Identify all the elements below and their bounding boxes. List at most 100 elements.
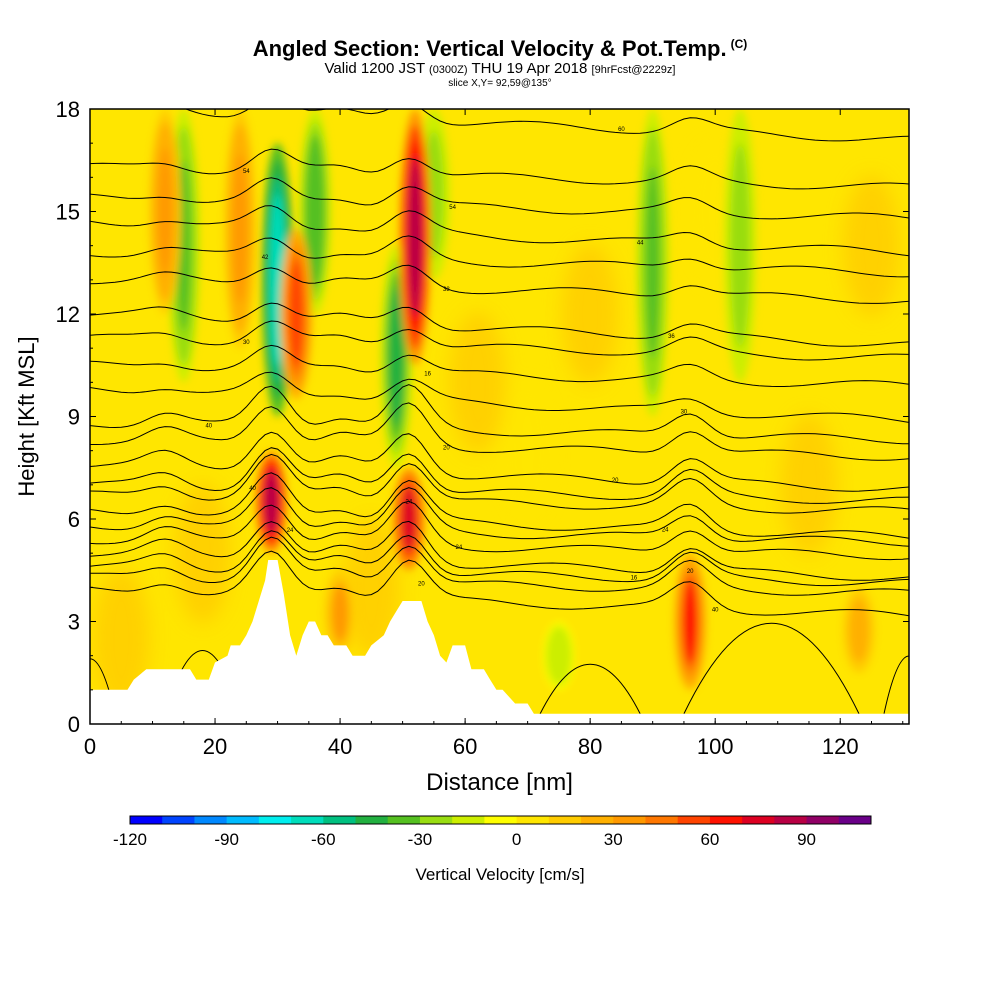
chart-title: Angled Section: Vertical Velocity & Pot.… <box>252 36 748 61</box>
x-tick-label: 60 <box>453 734 477 759</box>
x-tick-label: 40 <box>328 734 352 759</box>
isentrope-line <box>90 109 909 142</box>
x-axis-label: Distance [nm] <box>426 769 573 796</box>
contour-label: 40 <box>712 608 719 614</box>
plot-area: 60 54 54 44 42 38 36 30 16 30 40 20 20 40 24 24 24 24 20 16… <box>90 109 909 724</box>
colorbar-swatch <box>838 816 872 824</box>
colorbar-swatch <box>613 816 646 824</box>
isentrope-line <box>90 177 909 220</box>
contour-label: 24 <box>662 527 669 533</box>
contour-label: 20 <box>687 569 694 575</box>
isentrope-line <box>90 487 909 547</box>
isentrope-line <box>539 663 641 714</box>
isentrope-line <box>90 371 909 423</box>
contour-label: 20 <box>443 446 450 452</box>
colorbar-swatch <box>645 816 679 824</box>
updraft-cell <box>401 486 416 552</box>
downdraft-cell <box>733 160 748 332</box>
y-tick-label: 18 <box>56 97 80 122</box>
y-tick-label: 3 <box>68 610 80 635</box>
y-tick-label: 9 <box>68 405 80 430</box>
colorbar-swatch <box>806 816 840 824</box>
x-tick-label: 120 <box>822 734 859 759</box>
updraft-cell <box>264 469 279 534</box>
isentrope-line <box>90 302 909 347</box>
texture-blob <box>343 517 400 658</box>
contour-label: 30 <box>681 409 688 415</box>
isentrope-line <box>90 148 909 190</box>
colorbar-tick-label: -120 <box>113 830 147 849</box>
colorbar-tick-label: -30 <box>408 830 433 849</box>
colorbar-swatch <box>162 816 195 824</box>
updraft-cell <box>851 603 866 657</box>
colorbar-tick-label: 90 <box>797 830 816 849</box>
colorbar-tick-label: -60 <box>311 830 336 849</box>
colorbar-swatch <box>291 816 324 824</box>
colorbar-swatch <box>452 816 485 824</box>
contour-label: 42 <box>262 255 269 261</box>
colorbar-swatch <box>677 816 711 824</box>
isentrope-line <box>90 320 909 361</box>
colorbar-swatch <box>194 816 228 824</box>
texture-blob <box>449 312 506 453</box>
colorbar-swatch <box>355 816 389 824</box>
contour-label: 38 <box>443 287 450 293</box>
colorbar-tick-label: 60 <box>700 830 719 849</box>
colorbar-swatch <box>323 816 357 824</box>
isentrope-line <box>90 530 909 587</box>
updraft-cell <box>158 147 173 276</box>
isentrope-line <box>90 536 909 596</box>
contour-labels: 60 54 54 44 42 38 36 30 16 30 40 20 20 40 24 24 24 24 20 16… <box>205 127 719 614</box>
colorbar-swatch <box>258 816 292 824</box>
isentrope-line <box>90 402 909 461</box>
isentrope-line <box>90 384 909 445</box>
y-axis-label: Height [Kft MSL] <box>14 336 39 496</box>
contour-label: 20 <box>612 478 619 484</box>
contour-label: 40 <box>205 424 212 430</box>
updraft-cell <box>333 586 348 640</box>
colorbar-swatch <box>226 816 260 824</box>
isentrope-line <box>90 431 909 492</box>
contour-label: 16 <box>631 576 638 582</box>
y-tick-label: 6 <box>68 507 80 532</box>
colorbar-frame <box>129 815 872 825</box>
colorbar-tick-label: 30 <box>604 830 623 849</box>
colorbar-swatch <box>130 816 163 824</box>
slice-info: slice X,Y= 92,59@135° <box>448 78 552 89</box>
isentrope-line <box>90 447 909 504</box>
colorbar-tick-label: 0 <box>512 830 521 849</box>
texture-blob <box>499 380 556 521</box>
updraft-cell <box>289 260 304 368</box>
downdraft-cell <box>645 166 660 359</box>
isentrope-line <box>90 472 909 539</box>
isentrope-line <box>90 264 909 304</box>
downdraft-cell <box>551 634 566 678</box>
colorbar-swatch <box>387 816 421 824</box>
contour-label: 44 <box>637 240 644 246</box>
updraft-cell <box>683 578 698 665</box>
colorbar-swatch <box>484 816 518 824</box>
x-tick-label: 20 <box>203 734 227 759</box>
colorbar: -120 -90 -60 -30 0 30 60 90 Vertical Velocity [c… <box>113 815 872 884</box>
colorbar-swatch <box>581 816 614 824</box>
valid-time: Valid 1200 JST (0300Z) THU 19 Apr 2018 [… <box>324 60 676 77</box>
contour-label: 54 <box>243 169 250 175</box>
contour-label: 40 <box>249 486 256 492</box>
colorbar-swatch <box>516 816 550 824</box>
isentrope-line <box>883 655 909 714</box>
updraft-cell <box>233 153 248 304</box>
y-tick-label: 0 <box>68 712 80 737</box>
contour-label: 36 <box>668 334 675 340</box>
contour-label: 54 <box>449 205 456 211</box>
contour-label: 24 <box>287 528 294 534</box>
title-unit: (C) <box>730 36 748 51</box>
isentrope-line <box>90 205 909 257</box>
isentrope-line <box>90 235 909 278</box>
x-tick-label: 0 <box>84 734 96 759</box>
isentrope-group <box>90 109 909 714</box>
x-tick-label: 100 <box>697 734 734 759</box>
texture-blob <box>562 244 619 384</box>
contour-label: 20 <box>418 582 425 588</box>
downdraft-cell <box>308 147 323 276</box>
downdraft-cell <box>389 287 404 427</box>
